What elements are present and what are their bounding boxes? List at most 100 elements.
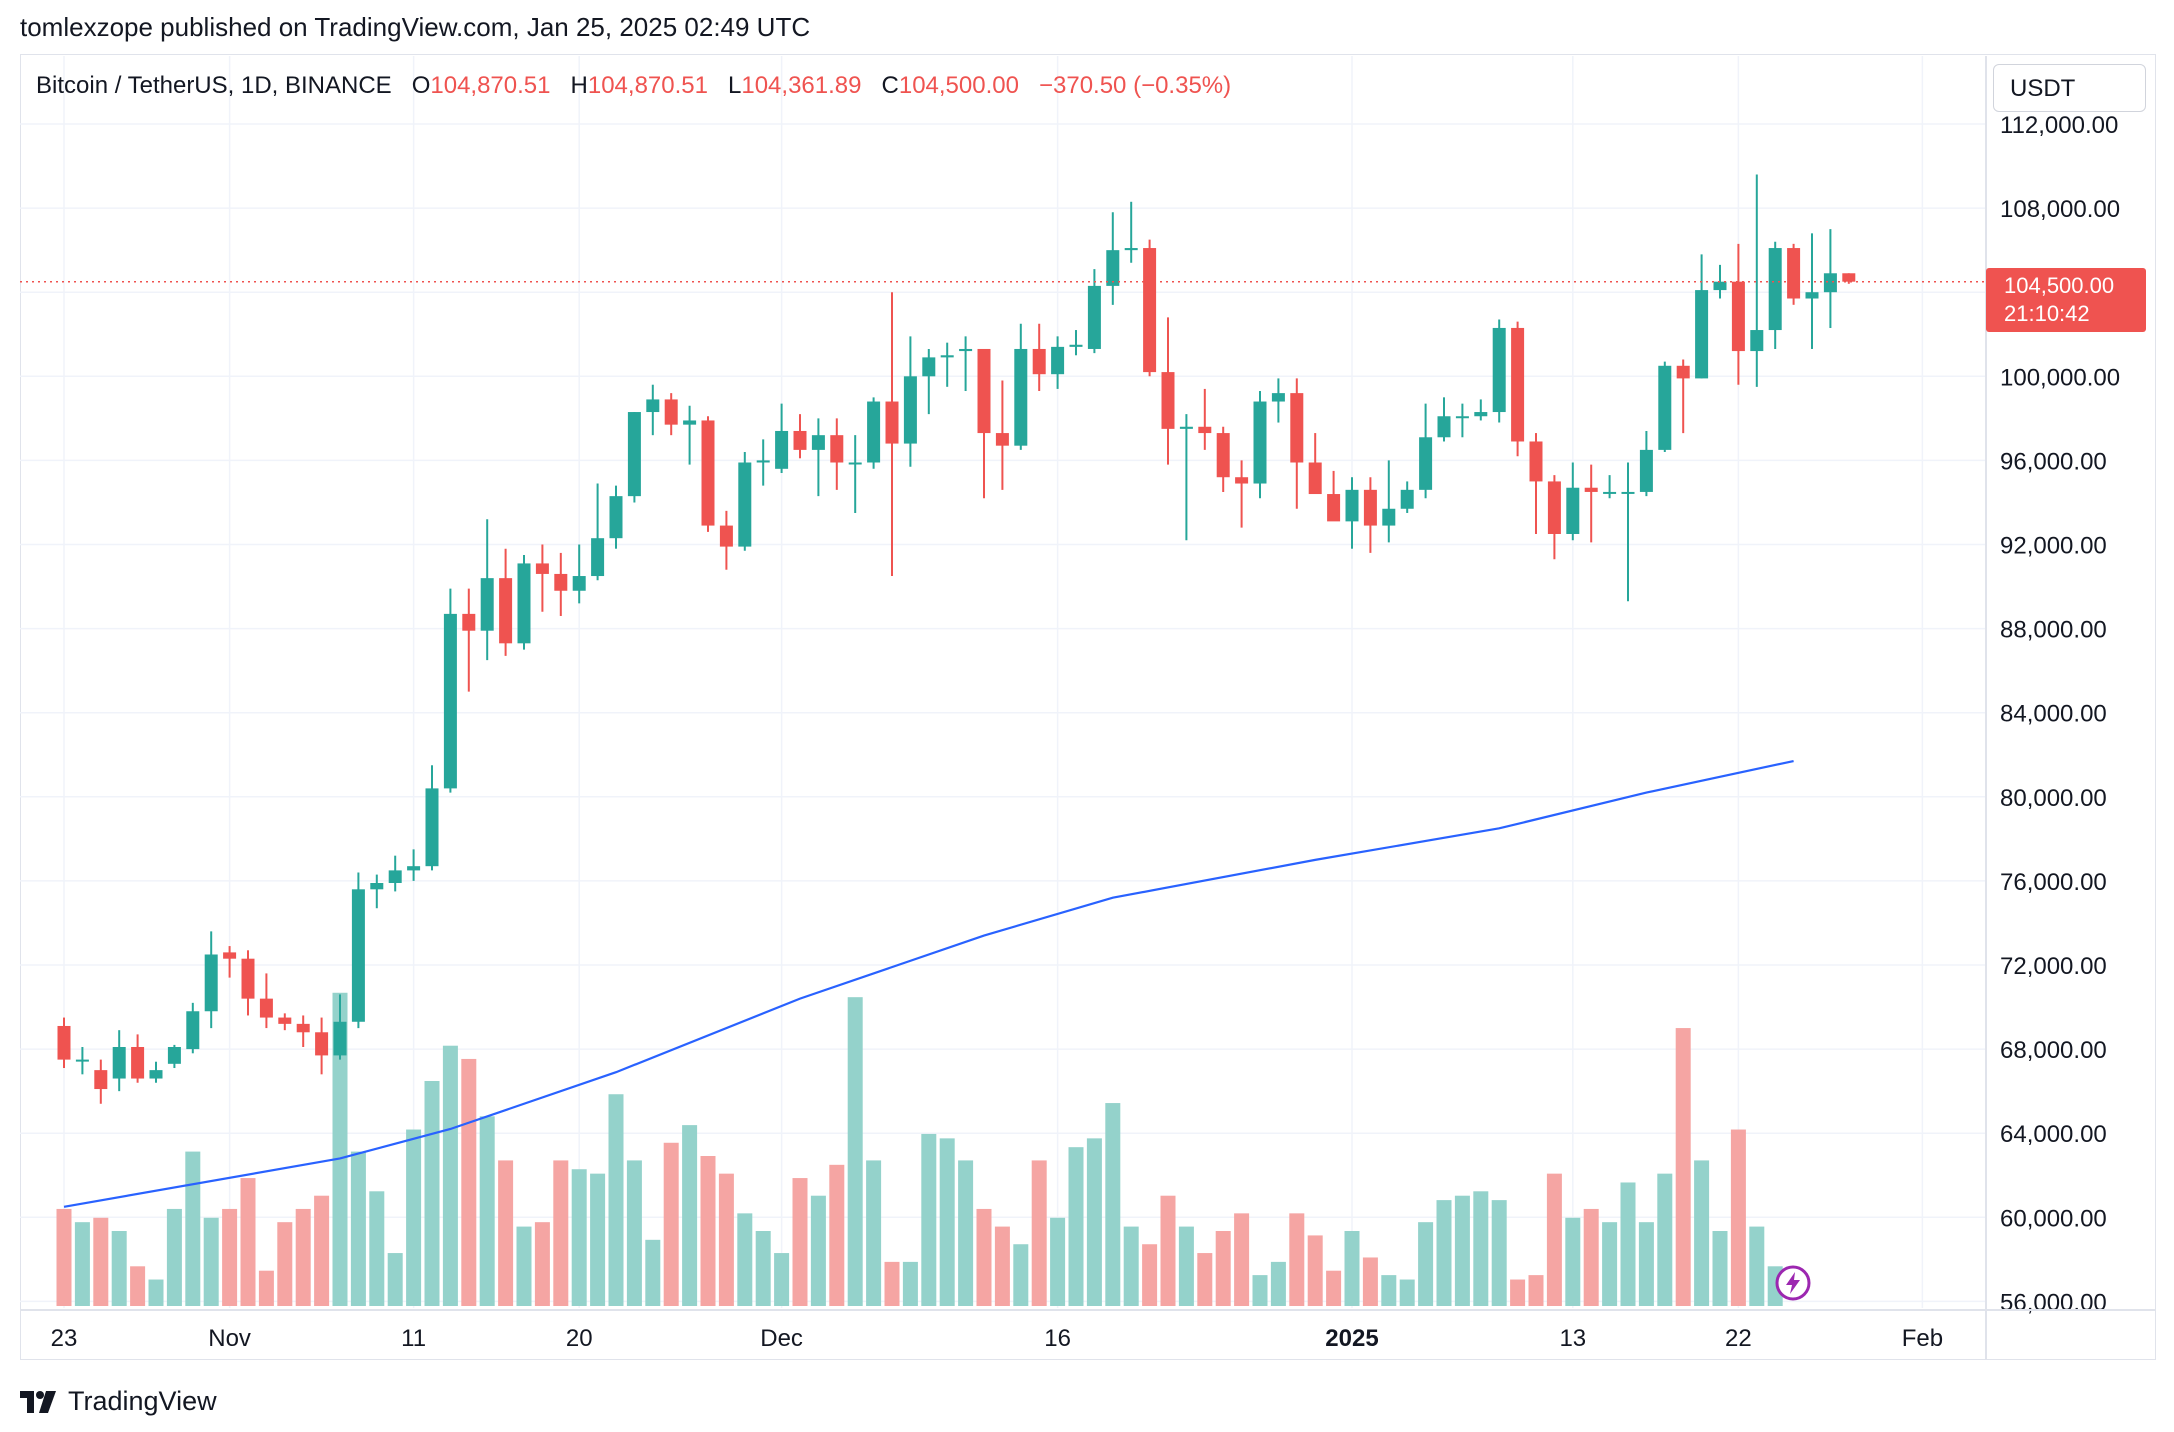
candle-body — [1805, 292, 1819, 299]
candle — [388, 855, 402, 892]
candle — [296, 1015, 310, 1047]
volume-bar — [994, 1226, 1010, 1306]
candle — [1198, 388, 1212, 450]
candle-body — [131, 1046, 145, 1079]
candle — [1161, 317, 1175, 465]
lightning-icon[interactable] — [1774, 1264, 1812, 1302]
candle — [867, 397, 881, 469]
candle — [1584, 464, 1598, 543]
candle — [1051, 336, 1065, 389]
volume-bar — [332, 992, 348, 1306]
candle-body — [1455, 416, 1469, 419]
volume-bar — [222, 1208, 238, 1306]
volume-bar — [866, 1160, 882, 1306]
candle-body — [407, 866, 421, 871]
volume-bar — [1234, 1213, 1250, 1306]
candle — [1290, 378, 1304, 509]
volume-bar — [1326, 1270, 1342, 1306]
candle — [1032, 323, 1046, 392]
candle — [1235, 460, 1249, 528]
volume-bar — [1031, 1160, 1047, 1306]
volume-bar — [737, 1213, 753, 1306]
candle-body — [1235, 477, 1249, 484]
candle — [1253, 391, 1267, 499]
volume-bar — [571, 1169, 587, 1306]
volume-bar — [1013, 1244, 1029, 1306]
volume-bar — [1105, 1103, 1121, 1306]
volume-bar — [111, 1231, 127, 1306]
candle — [57, 1017, 71, 1069]
candle-body — [1731, 281, 1745, 352]
volume-bar — [829, 1164, 845, 1306]
candle — [1511, 321, 1525, 457]
volume-bar — [1583, 1208, 1599, 1306]
candle — [1695, 254, 1709, 379]
currency-selector[interactable]: USDT — [1993, 64, 2146, 112]
candle-body — [1676, 365, 1690, 379]
brand-footer[interactable]: TradingView — [20, 1386, 217, 1417]
volume-bar — [56, 1208, 72, 1306]
candle — [627, 412, 641, 503]
candle — [75, 1046, 89, 1075]
candle-body — [646, 399, 660, 413]
candle — [1143, 239, 1157, 377]
volume-bar — [1510, 1279, 1526, 1306]
candle — [1676, 359, 1690, 434]
candle-body — [462, 613, 476, 631]
volume-bar — [590, 1173, 606, 1306]
volume-bar — [479, 1116, 495, 1306]
volume-bar — [1344, 1231, 1360, 1306]
candle-body — [1713, 281, 1727, 291]
volume-bar — [1730, 1129, 1746, 1306]
volume-bar — [424, 1081, 440, 1306]
volume-bar — [1565, 1217, 1581, 1306]
volume-bar — [1694, 1160, 1710, 1306]
last-price-value: 104,500.00 — [2004, 273, 2115, 298]
volume-bar — [1454, 1195, 1470, 1306]
candle — [811, 418, 825, 497]
candle-body — [57, 1025, 71, 1060]
candle — [1124, 201, 1138, 263]
candle-body — [1014, 348, 1028, 446]
candle-body — [517, 563, 531, 644]
axes: 112,000.00108,000.00104,000.00100,000.00… — [20, 56, 2156, 1360]
candle-body — [1419, 437, 1433, 490]
candle-body — [1106, 250, 1120, 286]
candle-body — [1069, 344, 1083, 347]
candle — [922, 348, 936, 415]
candle-body — [1327, 494, 1341, 522]
x-tick-label: Nov — [208, 1325, 251, 1352]
candle — [204, 931, 218, 1029]
candle-body — [1290, 393, 1304, 463]
candle — [1419, 403, 1433, 499]
candle-body — [1198, 426, 1212, 434]
volume-bar — [1473, 1191, 1489, 1306]
candle-body — [333, 1021, 347, 1056]
candle — [977, 348, 991, 499]
candle — [1363, 477, 1377, 553]
candle — [1842, 273, 1856, 284]
candle — [775, 403, 789, 474]
candle-body — [664, 399, 678, 425]
candle — [1327, 470, 1341, 522]
volume-bar — [1215, 1231, 1231, 1306]
legend-low-value: 104,361.89 — [741, 72, 862, 99]
candle-body — [278, 1017, 292, 1024]
volume-bar — [295, 1208, 311, 1306]
volume-bar — [755, 1231, 771, 1306]
candle-body — [1584, 487, 1598, 492]
x-tick-label: Feb — [1902, 1325, 1943, 1352]
candle — [848, 435, 862, 513]
volume-bar — [1142, 1244, 1158, 1306]
y-tick-label: 60,000.00 — [2000, 1205, 2107, 1232]
candle — [499, 548, 513, 656]
y-tick-label: 84,000.00 — [2000, 701, 2107, 728]
candle-body — [1308, 462, 1322, 495]
volume-bar — [185, 1151, 201, 1306]
volume-bar — [1307, 1235, 1323, 1306]
volume-bar — [1602, 1222, 1618, 1306]
volume-bar — [1657, 1173, 1673, 1306]
y-tick-label: 88,000.00 — [2000, 617, 2107, 644]
candle-body — [1529, 441, 1543, 482]
